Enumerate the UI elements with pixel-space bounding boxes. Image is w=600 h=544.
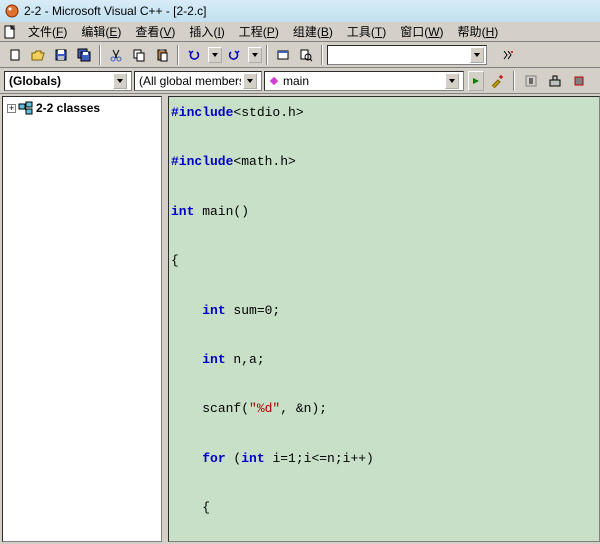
app-icon	[4, 3, 20, 19]
function-combo[interactable]: main	[264, 71, 464, 91]
workspace-button[interactable]	[272, 44, 294, 66]
chevron-down-icon[interactable]	[243, 73, 257, 89]
save-all-button[interactable]	[73, 44, 95, 66]
expand-icon[interactable]: +	[7, 104, 16, 113]
chevron-down-icon[interactable]	[470, 47, 484, 63]
window-title: 2-2 - Microsoft Visual C++ - [2-2.c]	[24, 4, 207, 18]
menu-insert[interactable]: 插入(I)	[183, 21, 230, 42]
go-button[interactable]	[468, 71, 484, 91]
chevron-down-icon[interactable]	[113, 73, 127, 89]
save-button[interactable]	[50, 44, 72, 66]
classes-icon	[18, 101, 34, 115]
toolbar-separator	[99, 45, 101, 65]
wizard-toolbar: (Globals) (All global members main	[0, 68, 600, 94]
cut-button[interactable]	[105, 44, 127, 66]
code-editor[interactable]: #include<stdio.h> #include<math.h> int m…	[168, 96, 600, 542]
find-button[interactable]	[497, 44, 519, 66]
new-button[interactable]	[4, 44, 26, 66]
toolbar-separator	[321, 45, 323, 65]
menu-help[interactable]: 帮助(H)	[452, 21, 505, 42]
menu-window[interactable]: 窗口(W)	[394, 21, 449, 42]
build-button[interactable]	[544, 70, 566, 92]
members-value: (All global members	[139, 74, 241, 88]
menu-file[interactable]: 文件(F)	[22, 21, 73, 42]
paste-button[interactable]	[151, 44, 173, 66]
tree-root-row[interactable]: + 2-2 classes	[7, 101, 157, 115]
copy-button[interactable]	[128, 44, 150, 66]
find-in-files-button[interactable]	[295, 44, 317, 66]
menu-project[interactable]: 工程(P)	[233, 21, 285, 42]
undo-button[interactable]	[183, 44, 205, 66]
open-button[interactable]	[27, 44, 49, 66]
toolbar-separator	[177, 45, 179, 65]
function-value: main	[283, 74, 443, 88]
find-combo[interactable]	[327, 45, 487, 65]
class-view-panel[interactable]: + 2-2 classes	[2, 96, 162, 542]
tree-root-label: 2-2 classes	[36, 101, 100, 115]
toolbar-separator	[266, 45, 268, 65]
wizard-action-button[interactable]	[486, 70, 508, 92]
stop-build-button[interactable]	[568, 70, 590, 92]
menu-edit[interactable]: 编辑(E)	[75, 21, 127, 42]
members-combo[interactable]: (All global members	[134, 71, 262, 91]
toolbar-separator	[513, 71, 515, 91]
redo-dropdown[interactable]	[248, 47, 262, 63]
compile-button[interactable]	[520, 70, 542, 92]
standard-toolbar	[0, 42, 600, 68]
menu-build[interactable]: 组建(B)	[287, 21, 339, 42]
menu-tools[interactable]: 工具(T)	[341, 21, 392, 42]
menubar: 文件(F) 编辑(E) 查看(V) 插入(I) 工程(P) 组建(B) 工具(T…	[0, 22, 600, 42]
scope-value: (Globals)	[9, 74, 111, 88]
document-icon	[2, 25, 18, 39]
chevron-down-icon[interactable]	[445, 73, 459, 89]
menu-view[interactable]: 查看(V)	[129, 21, 181, 42]
diamond-icon	[269, 76, 279, 86]
redo-button[interactable]	[223, 44, 245, 66]
main-area: + 2-2 classes #include<stdio.h> #include…	[0, 94, 600, 544]
titlebar: 2-2 - Microsoft Visual C++ - [2-2.c]	[0, 0, 600, 22]
scope-combo[interactable]: (Globals)	[4, 71, 132, 91]
undo-dropdown[interactable]	[208, 47, 222, 63]
